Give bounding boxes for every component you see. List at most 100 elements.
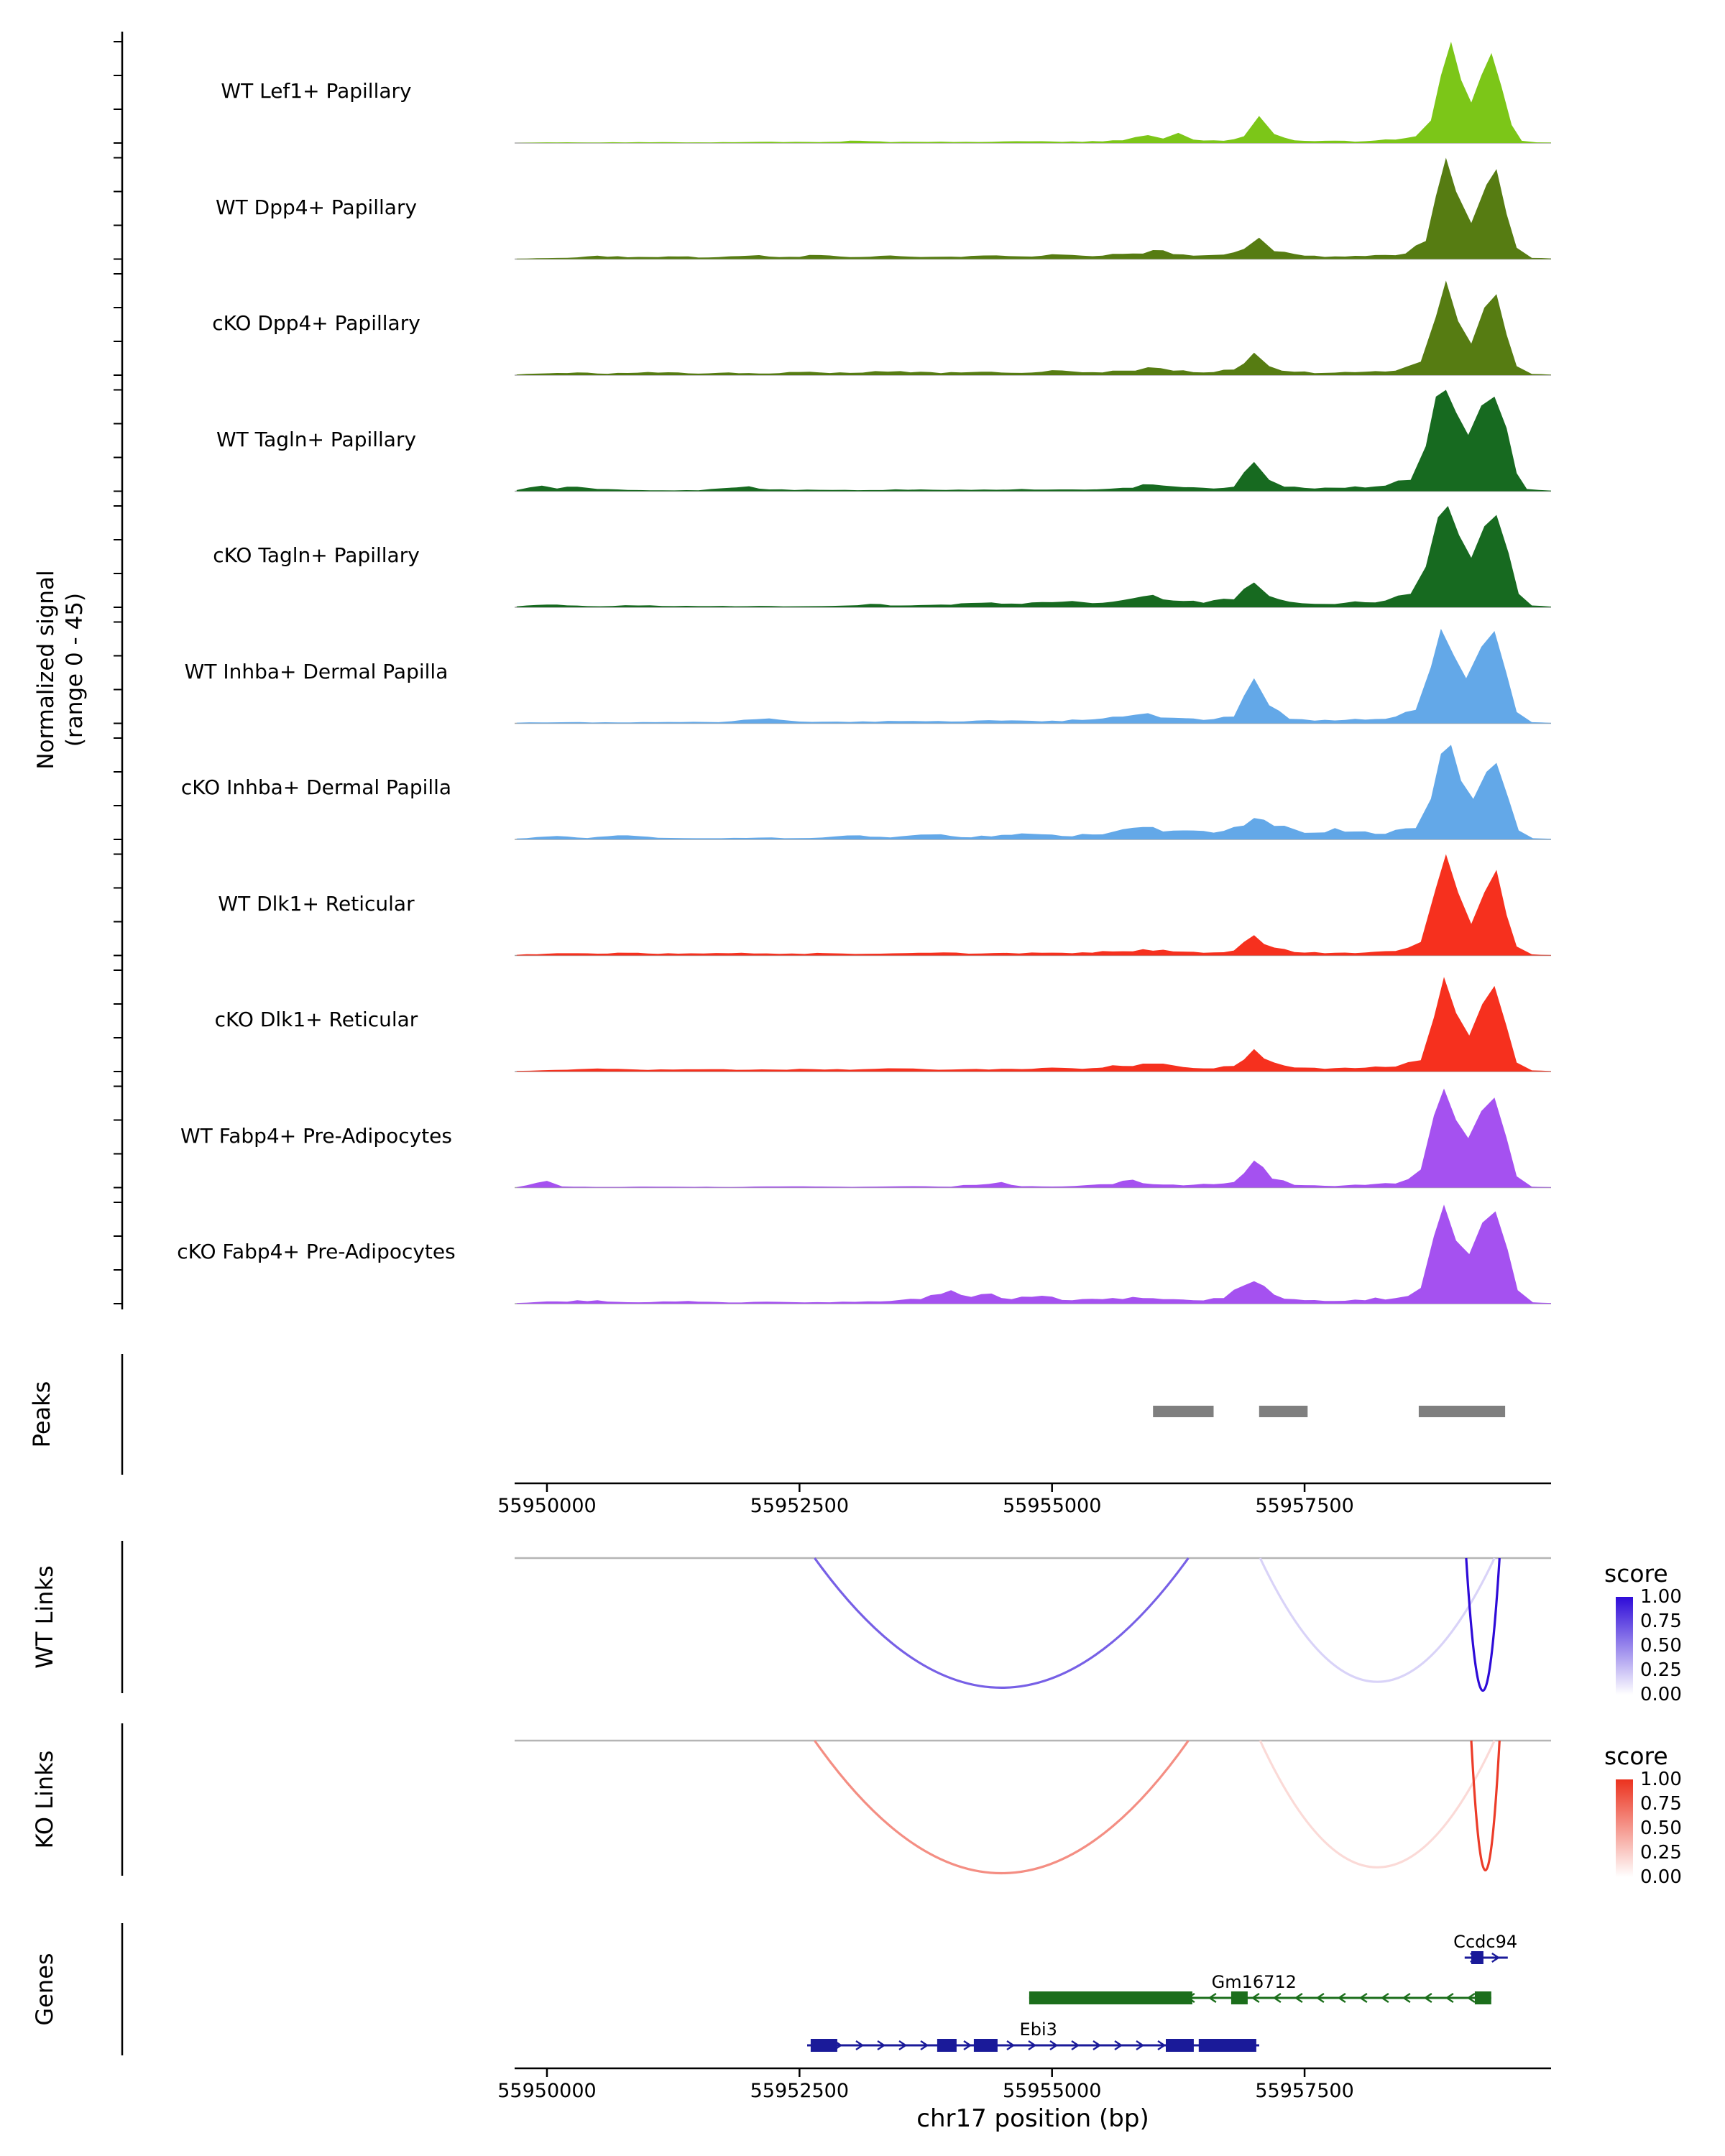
y-axis-label-line1: Normalized signal [33, 570, 59, 770]
link-arc [1470, 1740, 1501, 1871]
link-arc [1259, 1557, 1496, 1683]
track-label: WT Fabp4+ Pre-Adipocytes [180, 1123, 452, 1148]
legend-tick-label: 0.50 [1640, 1635, 1682, 1657]
peaks-section-label: Peaks [28, 1381, 55, 1448]
track-label: WT Lef1+ Papillary [221, 79, 412, 103]
legend-tick-label: 0.75 [1640, 1793, 1682, 1815]
coverage-signal [516, 280, 1551, 375]
coverage-signal [516, 854, 1551, 956]
x-tick-label: 55957500 [1255, 2080, 1354, 2102]
gene-strand-arrow [920, 2040, 929, 2050]
coverage-signal [516, 157, 1551, 259]
gene-strand-arrow [1337, 1993, 1346, 2003]
gene-strand-arrow [1208, 1993, 1217, 2003]
legend-tick-label: 0.50 [1640, 1818, 1682, 1839]
wt-links-legend: score 1.00 0.75 0.50 0.25 0.00 [1604, 1560, 1725, 1718]
link-arc [1465, 1557, 1501, 1692]
gene-strand-arrow [1380, 1993, 1389, 2003]
track-label: cKO Dpp4+ Papillary [212, 311, 420, 335]
x-axis-title: chr17 position (bp) [916, 2104, 1149, 2133]
link-arc [814, 1740, 1190, 1875]
gene-strand-arrow [1445, 1993, 1454, 2003]
legend-tick-label: 0.00 [1640, 1866, 1682, 1888]
legend-tick-label: 0.25 [1640, 1659, 1682, 1681]
x-tick-label: 55957500 [1255, 1495, 1354, 1517]
gene-strand-arrow [1028, 2040, 1037, 2050]
gene-label: Ccdc94 [1453, 1932, 1518, 1952]
gene-strand-arrow [1071, 2040, 1080, 2050]
coverage-signal [516, 42, 1551, 143]
gene-strand-arrow [1358, 1993, 1368, 2003]
gene-strand-arrow [963, 2040, 972, 2050]
gene-exon [810, 2039, 837, 2052]
track-label: cKO Dlk1+ Reticular [214, 1008, 418, 1031]
wt-legend-gradient [1616, 1597, 1633, 1695]
y-axis-label: Normalized signal (range 0 - 45) [32, 570, 89, 769]
genes-section-label: Genes [31, 1953, 58, 2026]
link-arc [814, 1557, 1190, 1689]
x-tick-label: 55955000 [1002, 2080, 1102, 2102]
gene-strand-arrow [1272, 1993, 1282, 2003]
gene-strand-arrow [1294, 1993, 1303, 2003]
track-label: cKO Tagln+ Papillary [213, 543, 420, 567]
gene-label: Gm16712 [1211, 1972, 1297, 1992]
gene-strand-arrow [1491, 1953, 1500, 1963]
gene-strand-arrow [1049, 2040, 1059, 2050]
gene-exon [937, 2039, 957, 2052]
track-label: cKO Inhba+ Dermal Papilla [180, 775, 452, 799]
x-tick-label: 55952500 [750, 1495, 850, 1517]
track-label: WT Dlk1+ Reticular [218, 891, 415, 916]
legend-tick-label: 0.25 [1640, 1842, 1682, 1864]
peak-bar [1418, 1406, 1506, 1417]
gene-strand-arrow [855, 2040, 865, 2050]
link-arc [1259, 1740, 1496, 1869]
track-label: WT Inhba+ Dermal Papilla [184, 659, 448, 683]
coverage-signal [516, 506, 1551, 607]
gene-exon [1166, 2039, 1194, 2052]
gene-label: Ebi3 [1019, 2019, 1057, 2040]
gene-strand-arrow [1157, 2040, 1167, 2050]
coverage-signal [516, 745, 1551, 839]
coverage-signal [516, 1204, 1551, 1304]
coverage-signal [516, 977, 1551, 1072]
gene-strand-arrow [1251, 1993, 1260, 2003]
peak-bar [1259, 1406, 1308, 1417]
track-label: WT Tagln+ Papillary [216, 427, 417, 451]
gene-strand-arrow [1092, 2040, 1102, 2050]
gene-exon [1198, 2039, 1256, 2052]
legend-tick-label: 0.00 [1640, 1684, 1682, 1705]
gene-exon [1029, 1991, 1192, 2004]
legend-tick-label: 0.75 [1640, 1611, 1682, 1632]
gene-strand-arrow [1315, 1993, 1325, 2003]
legend-tick-label: 1.00 [1640, 1769, 1682, 1790]
gene-exon [1474, 1991, 1491, 2004]
gene-strand-arrow [1006, 2040, 1016, 2050]
x-tick-label: 55952500 [750, 2080, 850, 2102]
coverage-signal [516, 1088, 1551, 1188]
x-tick-label: 55950000 [497, 1495, 597, 1517]
gene-strand-arrow [898, 2040, 908, 2050]
gene-exon [1471, 1951, 1484, 1964]
coverage-signal [516, 390, 1551, 492]
y-axis-label-line2: (range 0 - 45) [62, 592, 88, 747]
coverage-signal [516, 628, 1551, 724]
gene-strand-arrow [1466, 1993, 1476, 2003]
gene-strand-arrow [1423, 1993, 1432, 2003]
gene-exon [1230, 1991, 1248, 2004]
ko-legend-gradient [1616, 1779, 1633, 1877]
wt-links-section-label: WT Links [31, 1565, 58, 1669]
gene-strand-arrow [877, 2040, 886, 2050]
ko-legend-title: score [1604, 1742, 1668, 1770]
gene-exon [973, 2039, 998, 2052]
legend-tick-label: 1.00 [1640, 1586, 1682, 1608]
track-label: WT Dpp4+ Papillary [215, 195, 418, 219]
ko-links-section-label: KO Links [31, 1750, 58, 1849]
wt-legend-title: score [1604, 1560, 1668, 1588]
gene-strand-arrow [1114, 2040, 1123, 2050]
gene-strand-arrow [1402, 1993, 1411, 2003]
gene-strand-arrow [1136, 2040, 1145, 2050]
peak-bar [1153, 1406, 1214, 1417]
x-tick-label: 55950000 [497, 2080, 597, 2102]
